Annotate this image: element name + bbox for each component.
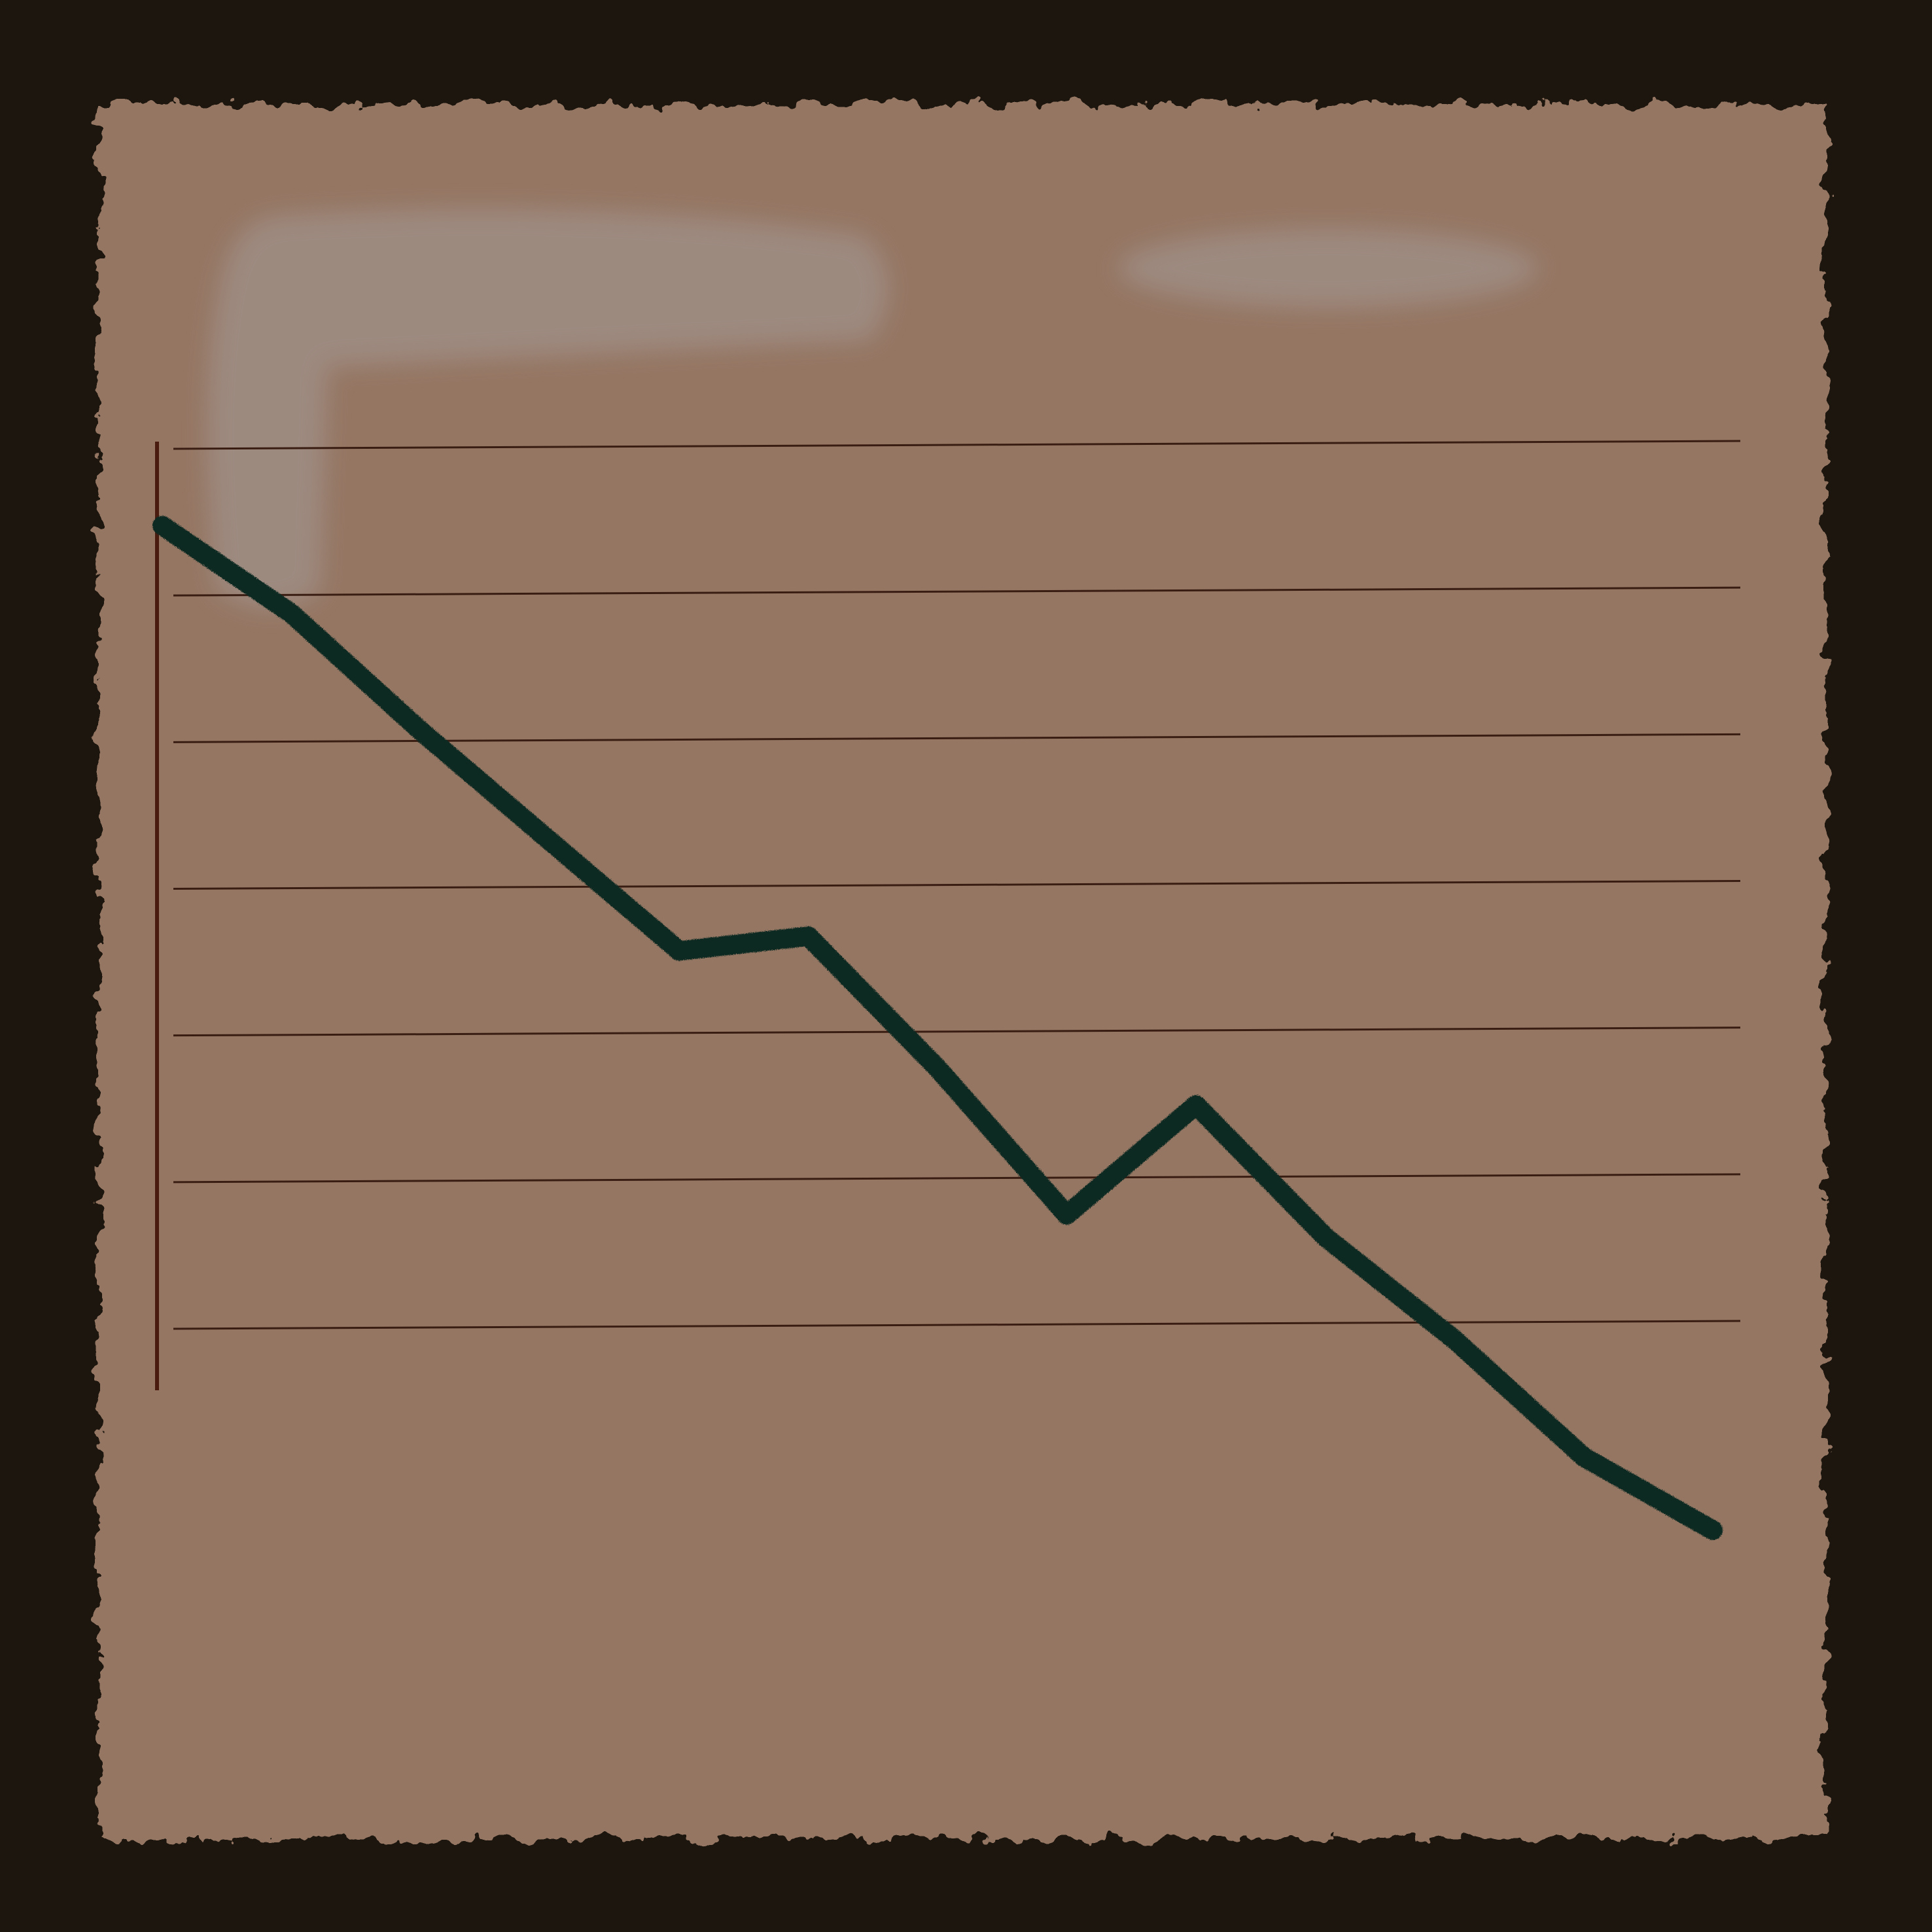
gridline-4 (173, 880, 1741, 890)
gridline-1 (173, 1320, 1741, 1330)
gridline-2 (173, 1173, 1741, 1184)
smudge-top-right (1119, 229, 1537, 307)
gridline-6 (173, 586, 1741, 597)
chart-paper (98, 105, 1825, 1838)
smudge-corner (207, 209, 888, 608)
gridlines (173, 440, 1741, 1330)
gridline-3 (173, 1027, 1741, 1037)
series-group (152, 516, 1723, 1540)
gridline-7 (173, 440, 1741, 450)
chalk-smudges (207, 209, 1537, 608)
series-line-0 (152, 516, 1723, 1540)
